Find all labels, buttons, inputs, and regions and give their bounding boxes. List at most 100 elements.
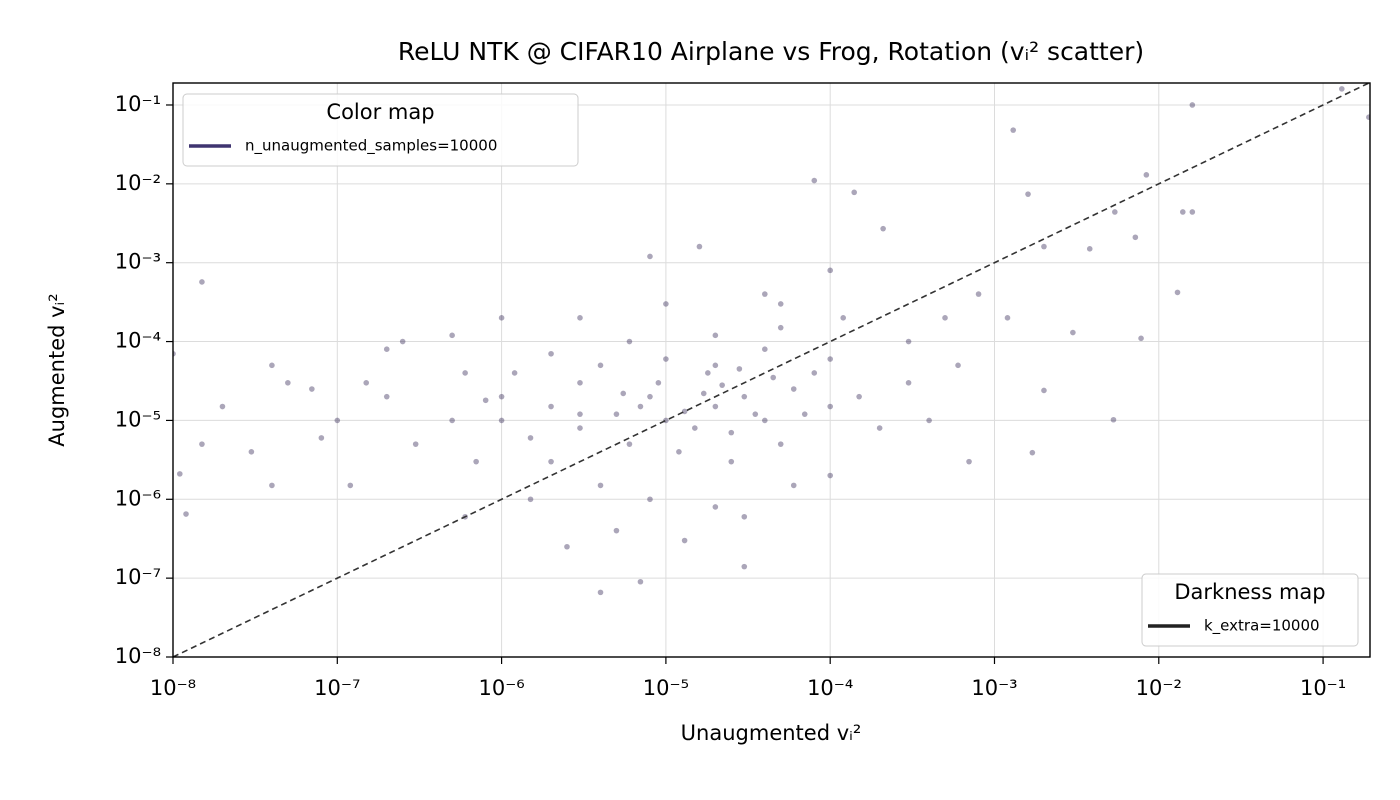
point <box>1339 86 1345 92</box>
point <box>942 315 948 321</box>
diagonal <box>172 82 1370 658</box>
point <box>655 379 662 386</box>
point <box>1086 246 1093 252</box>
point <box>318 435 325 441</box>
point <box>1189 102 1196 108</box>
points <box>173 86 1370 596</box>
point <box>577 379 583 386</box>
point <box>449 332 455 339</box>
point <box>248 449 255 455</box>
point <box>462 370 468 376</box>
point <box>705 370 711 376</box>
point <box>449 417 455 424</box>
point <box>955 362 961 369</box>
point <box>856 393 862 400</box>
point <box>777 301 784 307</box>
point <box>676 449 682 455</box>
point <box>183 511 189 517</box>
point <box>926 417 932 424</box>
point <box>383 346 390 353</box>
point <box>482 397 489 404</box>
point <box>736 366 743 372</box>
point <box>626 441 633 447</box>
point <box>177 471 183 477</box>
point <box>762 291 768 297</box>
point <box>1004 315 1011 321</box>
point <box>219 403 226 410</box>
point <box>626 338 633 345</box>
point <box>647 393 653 400</box>
y-tick-label: 10⁻⁵ <box>115 407 161 431</box>
point <box>827 267 833 274</box>
point <box>527 496 534 503</box>
point <box>777 324 784 331</box>
x-tick-label: 10⁻⁴ <box>807 676 853 700</box>
point <box>577 425 583 431</box>
legend-title: Darkness map <box>1174 580 1325 604</box>
point <box>1112 209 1118 215</box>
point <box>1070 329 1076 336</box>
point <box>577 315 583 321</box>
x-tick-label: 10⁻¹ <box>1300 676 1346 700</box>
point <box>712 504 719 510</box>
point <box>347 482 354 489</box>
point <box>741 393 748 400</box>
point <box>827 472 833 479</box>
point <box>269 362 275 369</box>
point <box>790 482 797 489</box>
point <box>663 356 669 362</box>
point <box>1029 449 1036 456</box>
point <box>811 370 818 376</box>
point <box>905 338 912 345</box>
point <box>1179 209 1186 215</box>
point <box>647 253 653 260</box>
y-tick-label: 10⁻⁴ <box>115 329 161 353</box>
point <box>696 243 703 250</box>
point <box>790 386 797 392</box>
x-tick-label: 10⁻⁸ <box>150 676 196 700</box>
point <box>876 425 883 431</box>
point <box>334 417 341 424</box>
point <box>577 411 583 417</box>
point <box>613 411 620 417</box>
point <box>412 441 419 447</box>
legend-title: Color map <box>326 100 434 124</box>
point <box>762 417 768 424</box>
y-tick-label: 10⁻⁶ <box>115 486 161 510</box>
point <box>637 578 644 585</box>
point <box>199 279 205 285</box>
point <box>712 403 719 410</box>
point <box>383 393 390 400</box>
point <box>498 393 505 400</box>
point <box>637 403 644 410</box>
legend-label: k_extra=10000 <box>1204 617 1320 636</box>
point <box>741 513 748 520</box>
point <box>564 543 570 550</box>
point <box>511 370 518 376</box>
point <box>801 411 808 417</box>
point <box>663 301 669 307</box>
x-tick-label: 10⁻⁵ <box>643 676 689 700</box>
point <box>1010 127 1017 133</box>
point <box>613 527 620 534</box>
point <box>827 403 833 410</box>
point <box>363 379 370 386</box>
point <box>712 332 719 339</box>
x-tick-label: 10⁻⁷ <box>314 676 360 700</box>
point <box>770 374 777 381</box>
point <box>777 441 784 447</box>
y-tick-label: 10⁻⁸ <box>115 644 161 668</box>
x-tick-label: 10⁻⁶ <box>478 676 524 700</box>
x-tick-label: 10⁻² <box>1136 676 1182 700</box>
point <box>548 403 554 410</box>
y-tick-label: 10⁻¹ <box>115 92 161 116</box>
point <box>1041 243 1047 250</box>
point <box>840 315 846 321</box>
point <box>827 356 833 362</box>
point <box>741 563 748 570</box>
legend-box <box>1141 573 1359 647</box>
point <box>309 386 315 392</box>
point <box>647 496 653 503</box>
point <box>269 482 275 489</box>
